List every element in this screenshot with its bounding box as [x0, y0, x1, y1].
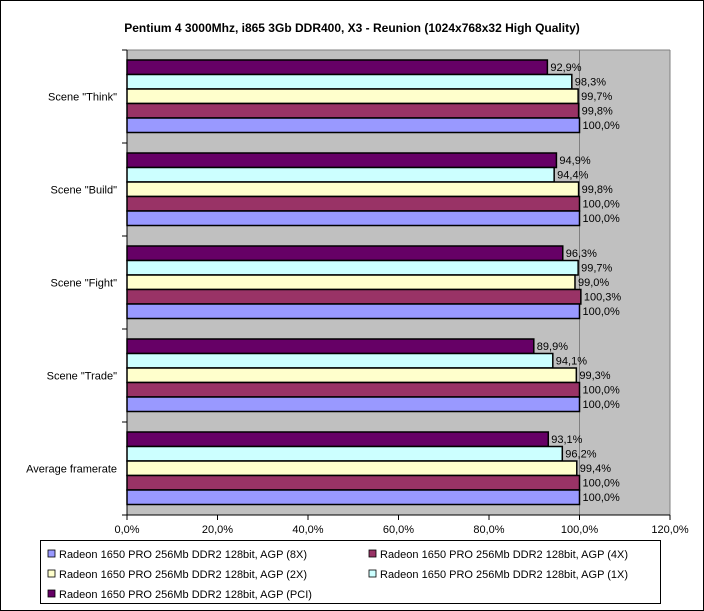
category-label: Average framerate	[26, 464, 117, 476]
legend-label: Radeon 1650 PRO 256Mb DDR2 128bit, AGP (…	[59, 589, 312, 601]
legend-label: Radeon 1650 PRO 256Mb DDR2 128bit, AGP (…	[59, 569, 307, 581]
category-label: Scene "Trade"	[47, 371, 117, 383]
category-label: Scene "Fight"	[50, 278, 117, 290]
data-label: 99,0%	[578, 277, 609, 289]
bar	[126, 338, 535, 355]
legend-swatch	[47, 589, 56, 598]
bar	[126, 210, 581, 227]
data-label: 100,0%	[583, 399, 621, 411]
x-tick-label: 80,0%	[473, 524, 504, 536]
bar	[126, 195, 581, 212]
bar	[126, 431, 550, 448]
x-tick-label: 0,0%	[114, 524, 139, 536]
x-tick-label: 60,0%	[383, 524, 414, 536]
bar	[126, 396, 581, 413]
bar	[126, 88, 579, 105]
legend-items: Radeon 1650 PRO 256Mb DDR2 128bit, AGP (…	[47, 549, 628, 601]
bar	[126, 274, 576, 291]
x-tick-label: 100,0%	[561, 524, 599, 536]
plot-area: Scene "Think" 92,9% 98,3% 99,7% 99,8% 100,0% S…	[26, 49, 689, 536]
data-label: 100,0%	[583, 213, 621, 225]
bar	[126, 303, 581, 320]
bar	[126, 152, 558, 169]
bar	[126, 259, 579, 276]
data-label: 100,0%	[583, 120, 621, 132]
category-label: Scene "Build"	[50, 185, 117, 197]
bar	[126, 59, 549, 76]
bar	[126, 166, 555, 183]
x-tick-label: 40,0%	[292, 524, 323, 536]
bar	[126, 445, 564, 462]
legend	[40, 540, 661, 604]
bar	[126, 102, 580, 119]
x-tick-label: 20,0%	[202, 524, 233, 536]
legend-swatch	[47, 569, 56, 578]
bar	[126, 245, 564, 262]
bar	[126, 352, 554, 369]
data-label: 99,3%	[579, 370, 610, 382]
bar	[126, 117, 581, 134]
data-label: 100,0%	[583, 478, 621, 490]
bar	[126, 73, 573, 90]
data-label: 100,0%	[583, 199, 621, 211]
data-label: 96,2%	[565, 449, 596, 461]
bar	[126, 460, 578, 477]
bar	[126, 474, 581, 491]
legend-label: Radeon 1650 PRO 256Mb DDR2 128bit, AGP (…	[59, 549, 307, 561]
category-label: Scene "Think"	[48, 92, 117, 104]
legend-swatch	[47, 549, 56, 558]
data-label: 99,8%	[582, 184, 613, 196]
legend-label: Radeon 1650 PRO 256Mb DDR2 128bit, AGP (…	[380, 569, 628, 581]
legend-swatch	[368, 569, 377, 578]
bar	[126, 381, 581, 398]
bar	[126, 367, 578, 384]
data-label: 96,3%	[566, 248, 597, 260]
data-label: 100,0%	[583, 385, 621, 397]
data-label: 100,0%	[583, 306, 621, 318]
data-label: 93,1%	[551, 434, 582, 446]
data-label: 100,3%	[584, 292, 622, 304]
bar	[126, 489, 581, 506]
data-label: 98,3%	[575, 77, 606, 89]
data-label: 92,9%	[550, 62, 581, 74]
chart-title: Pentium 4 3000Mhz, i865 3Gb DDR400, X3 -…	[124, 21, 580, 35]
data-label: 99,7%	[581, 263, 612, 275]
data-label: 99,7%	[581, 91, 612, 103]
bar	[126, 181, 580, 198]
data-label: 94,1%	[556, 356, 587, 368]
data-label: 99,4%	[580, 463, 611, 475]
bar	[126, 288, 582, 305]
legend-swatch	[368, 549, 377, 558]
legend-label: Radeon 1650 PRO 256Mb DDR2 128bit, AGP (…	[380, 549, 628, 561]
x-tick-label: 120,0%	[651, 524, 689, 536]
data-label: 94,4%	[557, 170, 588, 182]
data-label: 100,0%	[583, 492, 621, 504]
data-label: 94,9%	[559, 155, 590, 167]
data-label: 99,8%	[582, 106, 613, 118]
data-label: 89,9%	[537, 341, 568, 353]
